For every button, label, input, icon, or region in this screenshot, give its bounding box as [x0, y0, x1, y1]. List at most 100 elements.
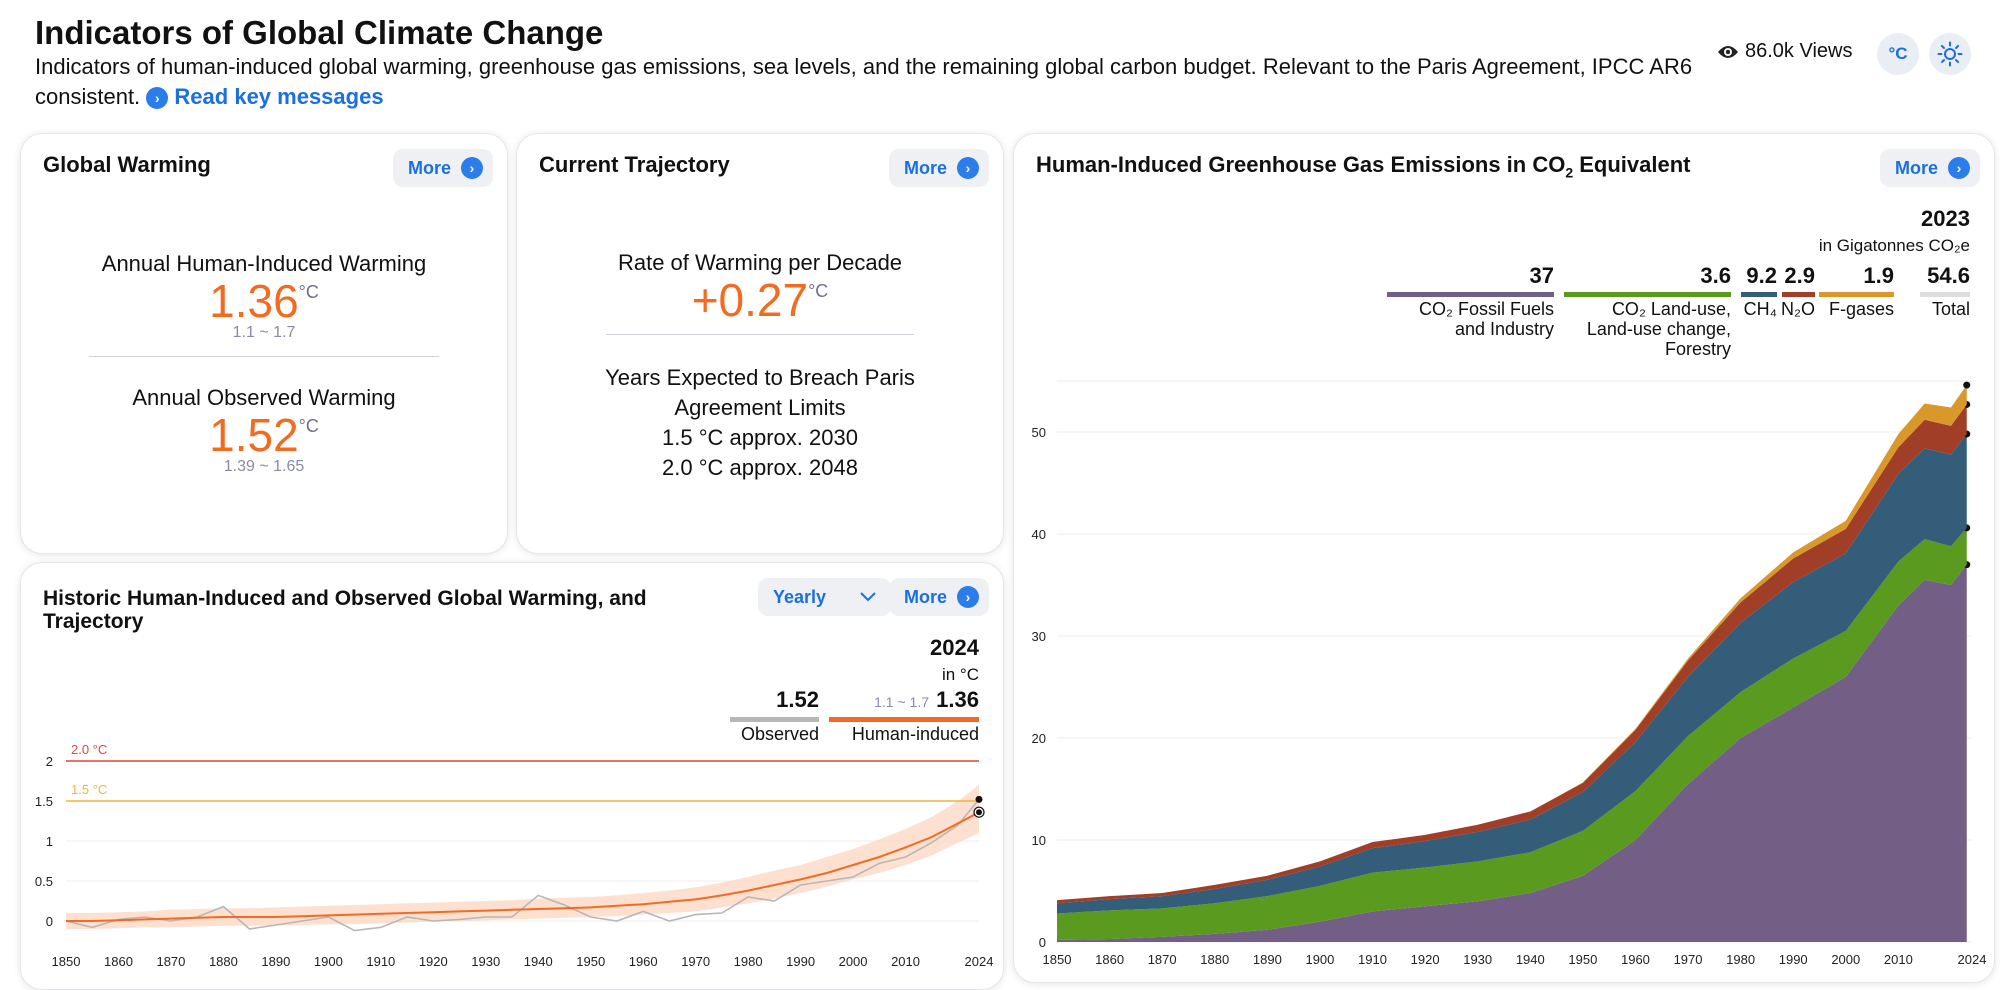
emissions-legend-value: 2.9: [1784, 263, 1815, 288]
rate-of-warming-unit: °C: [808, 281, 829, 301]
sun-icon: [1937, 41, 1963, 67]
global-warming-more-button[interactable]: More ›: [393, 149, 494, 187]
legend-observed-value: 1.52: [776, 687, 819, 712]
emissions-legend-value: 54.6: [1927, 263, 1970, 288]
x-tick-label: 2000: [839, 954, 868, 969]
x-tick-label: 1940: [1516, 952, 1545, 967]
x-tick-label: 1920: [1411, 952, 1440, 967]
read-key-messages-link[interactable]: › Read key messages: [146, 84, 384, 110]
historic-title-line-1: Historic Human-Induced and Observed Glob…: [43, 587, 647, 610]
chevron-right-icon: ›: [146, 87, 169, 110]
x-tick-label: 1990: [786, 954, 815, 969]
x-tick-label: 1900: [1305, 952, 1334, 967]
emissions-legend-value: 9.2: [1746, 263, 1777, 288]
emissions-legend-label: and Industry: [1455, 319, 1554, 339]
x-tick-label: 1920: [419, 954, 448, 969]
subtitle-text: Indicators of human-induced global warmi…: [35, 54, 1693, 109]
human-warming-value: 1.36: [209, 275, 299, 327]
read-key-messages-label: Read key messages: [174, 84, 384, 109]
x-tick-label: 1880: [1200, 952, 1229, 967]
emissions-legend-label: Forestry: [1665, 339, 1731, 359]
emissions-card: Human-Induced Greenhouse Gas Emissions i…: [1013, 133, 1995, 983]
breach-20-value: 2.0 °C approx. 2048: [662, 455, 858, 480]
x-tick-label: 1870: [1148, 952, 1177, 967]
legend-unit: in °C: [942, 665, 979, 684]
x-tick-label: 1860: [1095, 952, 1124, 967]
y-tick-label: 2: [46, 754, 53, 769]
x-tick-label: 1910: [366, 954, 395, 969]
x-tick-label: 1980: [1726, 952, 1755, 967]
current-trajectory-title: Current Trajectory: [539, 152, 730, 177]
eye-icon: [1718, 45, 1738, 58]
historic-title-line-2: Trajectory: [43, 610, 144, 633]
divider: [89, 356, 439, 357]
y-tick-label: 0: [46, 914, 53, 929]
x-tick-label: 1870: [156, 954, 185, 969]
observed-warming-unit: °C: [298, 416, 319, 436]
emissions-legend-label: CH₄: [1744, 299, 1777, 319]
emissions-legend-label: CO₂ Land-use,: [1612, 299, 1731, 319]
rate-of-warming-value-row: +0.27°C: [517, 273, 1003, 327]
emissions-legend-value: 3.6: [1700, 263, 1731, 288]
x-tick-label: 2010: [891, 954, 920, 969]
emissions-title-sub: 2: [1565, 164, 1574, 181]
x-tick-label: 1850: [52, 954, 81, 969]
observed-series-line: [65, 798, 980, 932]
global-warming-card: Global Warming More › Annual Human-Induc…: [20, 133, 508, 554]
legend-observed-label: Observed: [741, 724, 819, 744]
stacked-area-series: [1057, 527, 1967, 940]
observed-warming-label: Annual Observed Warming: [132, 385, 396, 410]
human-warming-range: 1.1 ~ 1.7: [232, 324, 296, 341]
human-induced-series-line: [66, 811, 980, 922]
current-trajectory-card: Current Trajectory More › Rate of Warmin…: [516, 133, 1004, 554]
observed-warming-value-row: 1.52°C: [21, 408, 507, 462]
page-subtitle: Indicators of human-induced global warmi…: [35, 52, 1695, 112]
more-label: More: [408, 157, 452, 178]
more-label: More: [1895, 157, 1939, 178]
x-tick-label: 2010: [1884, 952, 1913, 967]
emissions-legend-label: N₂O: [1781, 299, 1815, 319]
emissions-title-post: Equivalent: [1573, 152, 1691, 177]
historic-warming-title: Historic Human-Induced and Observed Glob…: [43, 587, 647, 633]
x-tick-label: 1950: [1568, 952, 1597, 967]
x-tick-label: 1930: [471, 954, 500, 969]
historic-warming-card: Historic Human-Induced and Observed Glob…: [20, 562, 1004, 990]
y-tick-label: 1: [46, 834, 53, 849]
x-tick-label: 2024: [965, 954, 994, 969]
human-warming-label: Annual Human-Induced Warming: [101, 251, 427, 276]
x-tick-label: 1950: [576, 954, 605, 969]
y-tick-label: 40: [1032, 527, 1046, 542]
legend-human-swatch: [829, 717, 979, 722]
breach-label: Years Expected to Breach Paris Agreement…: [517, 363, 1003, 483]
more-label: More: [904, 157, 948, 178]
x-tick-label: 1890: [1253, 952, 1282, 967]
emissions-legend-unit: in Gigatonnes CO₂e: [1819, 236, 1970, 255]
human-warming-value-row: 1.36°C: [21, 274, 507, 328]
x-tick-label: 1850: [1043, 952, 1072, 967]
theme-toggle-button[interactable]: [1929, 33, 1971, 75]
rate-of-warming-label: Rate of Warming per Decade: [617, 250, 903, 275]
x-tick-label: 1990: [1779, 952, 1808, 967]
historic-warming-chart: 2024 in °C 1.52 Observed 1.1 ~ 1.7 1.36 …: [35, 635, 994, 969]
x-tick-label: 1960: [629, 954, 658, 969]
breach-label-line-2: Agreement Limits: [674, 395, 846, 420]
x-tick-label: 1980: [734, 954, 763, 969]
global-warming-title: Global Warming: [43, 152, 211, 177]
divider: [606, 334, 914, 335]
breach-15-value: 1.5 °C approx. 2030: [662, 425, 858, 450]
trajectory-more-button[interactable]: More ›: [889, 149, 990, 187]
granularity-dropdown-label: Yearly: [773, 586, 827, 607]
granularity-dropdown[interactable]: Yearly: [758, 578, 892, 616]
emissions-legend-value: 37: [1530, 263, 1554, 288]
unit-toggle-button[interactable]: °C: [1877, 33, 1919, 75]
emissions-more-button[interactable]: More ›: [1880, 149, 1981, 187]
x-tick-label: 1910: [1358, 952, 1387, 967]
emissions-legend-label: CO₂ Fossil Fuels: [1419, 299, 1554, 319]
emissions-legend-swatch: [1819, 292, 1894, 297]
y-tick-label: 50: [1032, 425, 1046, 440]
historic-more-button[interactable]: More ›: [889, 578, 990, 616]
x-tick-label: 1900: [314, 954, 343, 969]
x-tick-label: 1890: [261, 954, 290, 969]
chevron-right-icon: ›: [461, 157, 484, 179]
x-tick-label: 1940: [524, 954, 553, 969]
